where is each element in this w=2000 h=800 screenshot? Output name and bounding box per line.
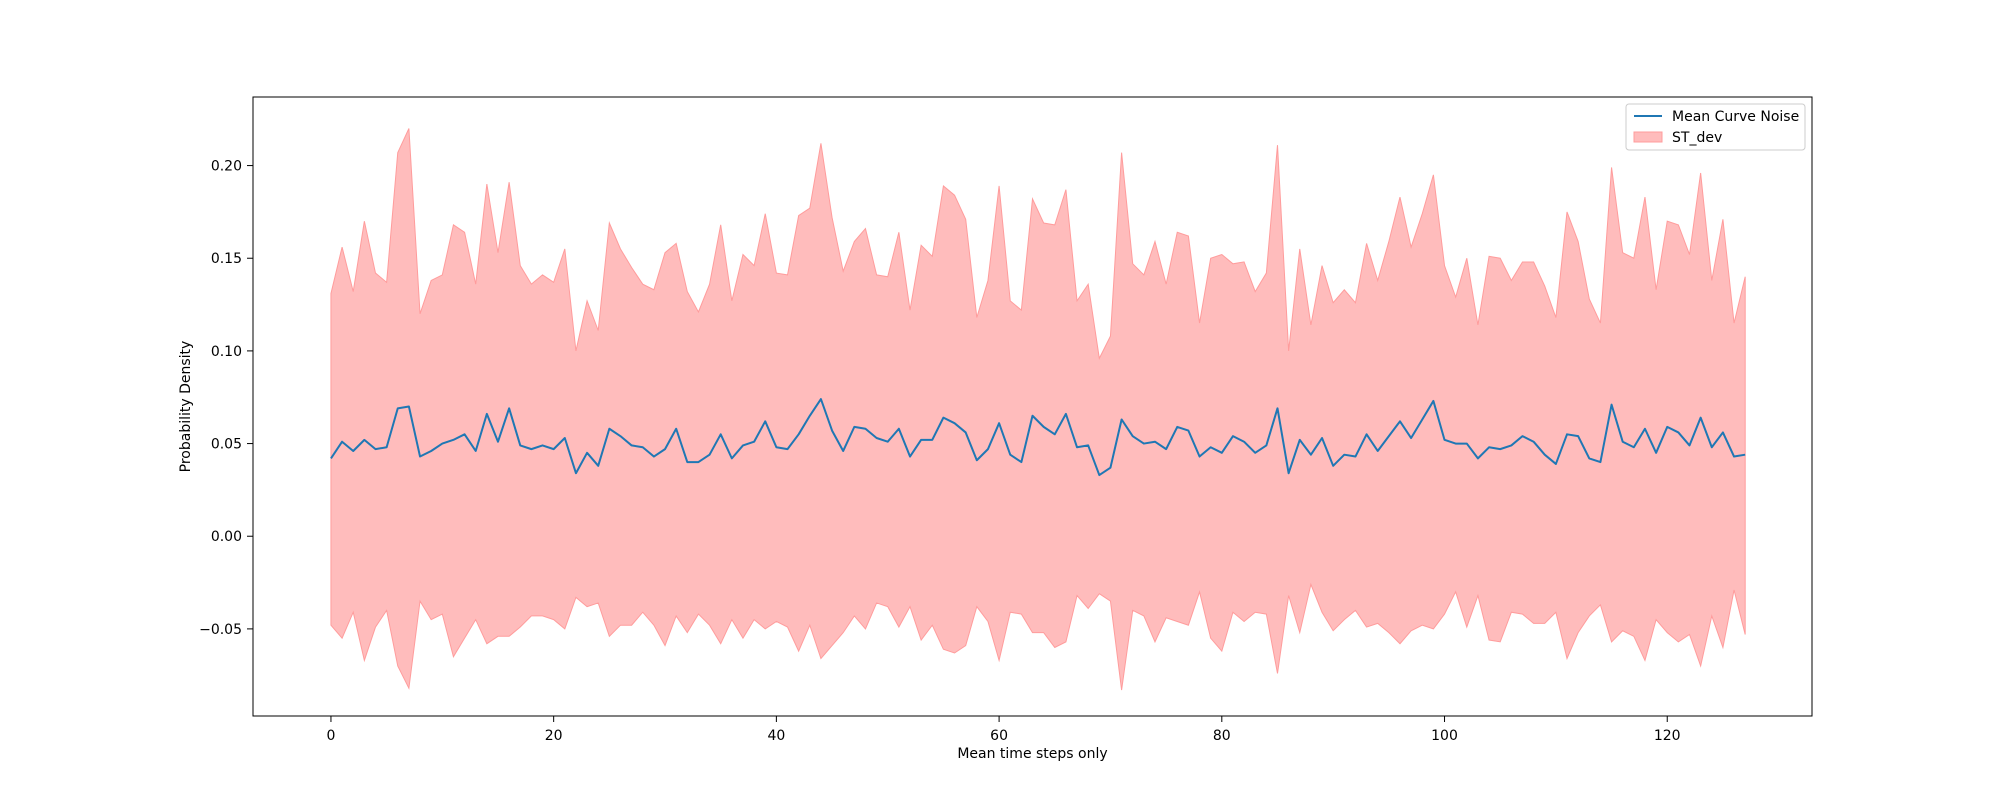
x-axis-label: Mean time steps only — [957, 746, 1107, 762]
mean-curve-noise-line — [330, 398, 1746, 477]
st-dev-band — [330, 128, 1746, 691]
y-tick-label: 0.15 — [211, 251, 242, 267]
y-tick-label: 0.10 — [211, 344, 242, 360]
x-ticks: 0 20 40 60 80 100 120 — [326, 716, 1681, 744]
y-tick-label: 0.20 — [211, 159, 242, 175]
legend-box — [1625, 103, 1806, 151]
legend-label-st-dev: ST_dev — [1672, 130, 1722, 146]
legend-swatch-st-dev — [1633, 131, 1663, 143]
x-tick-label: 60 — [990, 728, 1008, 744]
x-tick-label: 40 — [767, 728, 785, 744]
legend-label-mean: Mean Curve Noise — [1672, 109, 1799, 125]
y-tick-label: −0.05 — [199, 622, 242, 638]
y-axis-label: Probability Density — [178, 341, 194, 473]
y-tick-label: 0.00 — [211, 529, 242, 545]
x-tick-label: 120 — [1654, 728, 1681, 744]
x-tick-label: 20 — [545, 728, 563, 744]
axes-frame — [252, 96, 1813, 717]
st-dev-band-layer — [330, 128, 1746, 691]
x-tick-label: 80 — [1213, 728, 1231, 744]
y-ticks: −0.05 0.00 0.05 0.10 0.15 0.20 — [199, 159, 253, 638]
mean-line-layer — [330, 398, 1746, 477]
x-tick-label: 100 — [1431, 728, 1458, 744]
legend: Mean Curve Noise ST_dev — [1625, 103, 1806, 151]
y-tick-label: 0.05 — [211, 437, 242, 453]
x-tick-label: 0 — [326, 728, 335, 744]
